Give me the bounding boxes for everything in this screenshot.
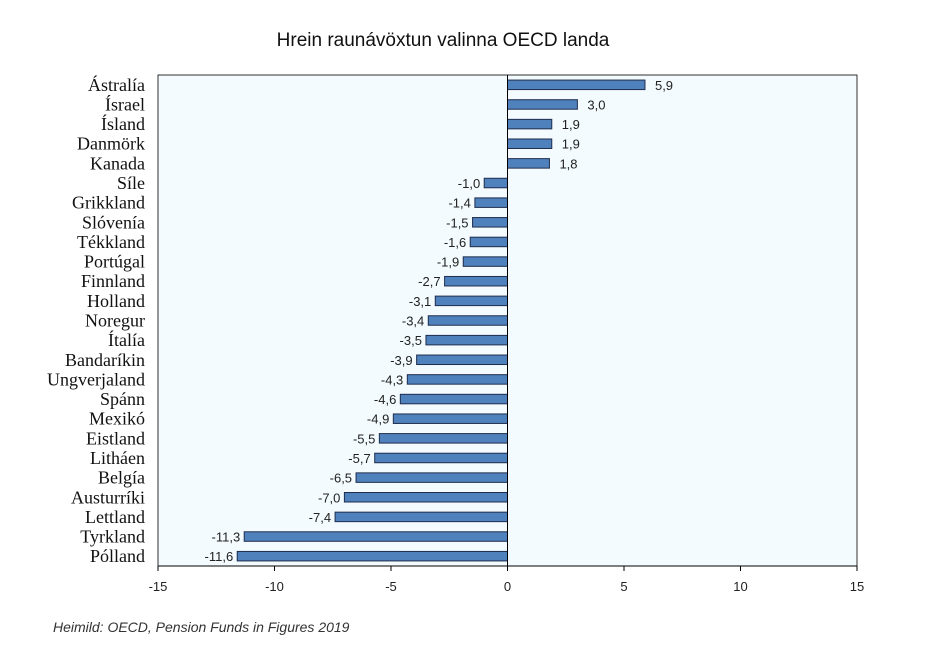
category-label: Lettland [85,507,145,527]
bar [507,118,553,130]
data-label: -3,4 [402,314,424,329]
bar [427,315,508,326]
bar [434,295,508,307]
bar [425,334,509,346]
data-label: -5,7 [348,451,370,466]
category-label: Ungverjaland [47,369,145,389]
category-label: Ísrael [105,93,145,114]
data-label: -3,5 [400,333,422,348]
category-label: Finnland [81,271,145,291]
data-label: -4,9 [367,412,389,427]
x-tick-label: -15 [149,579,168,594]
bar [236,550,508,562]
data-label: 1,8 [559,156,577,171]
data-label: -4,6 [374,392,396,407]
bar [472,217,508,228]
category-label: Austurríki [71,487,145,507]
category-label: Pólland [90,546,145,566]
x-tick-label: -10 [265,579,284,594]
bar [406,374,508,385]
data-label: -1,6 [444,235,466,250]
category-label: Mexikó [89,409,145,429]
x-tick-label: -5 [385,579,397,594]
bar [374,452,508,464]
bar [469,236,508,248]
data-label: -1,4 [448,196,470,211]
category-label: Bandaríkin [65,350,145,370]
data-label: -6,5 [330,471,352,486]
data-label: -7,4 [309,510,331,525]
data-label: -5,5 [353,431,375,446]
bar [507,99,578,110]
data-label: -4,3 [381,372,403,387]
x-tick-label: 0 [504,579,511,594]
x-tick-label: 5 [620,579,627,594]
bar [507,138,553,149]
category-label: Holland [87,291,145,311]
x-tick-label: 10 [733,579,747,594]
chart-title: Hrein raunávöxtun valinna OECD landa [277,30,610,51]
bar [334,511,508,523]
category-label: Spánn [100,389,145,409]
category-label: Grikkland [72,193,145,213]
category-label: Belgía [98,468,145,488]
data-label: 1,9 [562,117,580,132]
data-label: 1,9 [562,137,580,152]
data-label: -11,3 [212,530,241,545]
data-label: 5,9 [655,78,673,93]
category-label: Ítalía [108,329,145,350]
bar [507,79,646,91]
bar [355,472,508,483]
category-label: Portúgal [84,252,145,272]
category-label: Slóvenía [82,212,145,232]
category-label: Eistland [86,428,145,448]
data-label: -3,9 [390,353,412,368]
bar [507,158,550,169]
category-label: Tékkland [77,232,145,252]
category-label: Danmörk [77,134,145,154]
bar [462,256,509,267]
category-label: Litháen [90,448,145,468]
source-note: Heimild: OECD, Pension Funds in Figures … [53,619,350,635]
data-label: -11,6 [205,549,234,564]
category-label: Síle [117,173,145,193]
data-label: -1,9 [437,255,459,270]
x-tick-label: 15 [850,579,864,594]
bar [416,354,509,366]
data-label: -1,0 [458,176,480,191]
bar [444,275,508,287]
category-label: Noregur [85,311,145,331]
bar [474,197,509,208]
category-label: Ísland [101,113,145,134]
bar [343,492,508,503]
category-label: Tyrkland [80,527,145,547]
bar [399,393,509,405]
bar [392,413,508,424]
bar [243,531,509,542]
data-label: -1,5 [446,215,468,230]
bar [483,177,509,189]
category-label: Ástralía [88,74,145,95]
data-label: 3,0 [587,97,605,112]
data-label: -7,0 [318,490,340,505]
bar [378,433,508,444]
data-label: -3,1 [409,294,431,309]
data-label: -2,7 [418,274,440,289]
category-label: Kanada [90,153,145,173]
